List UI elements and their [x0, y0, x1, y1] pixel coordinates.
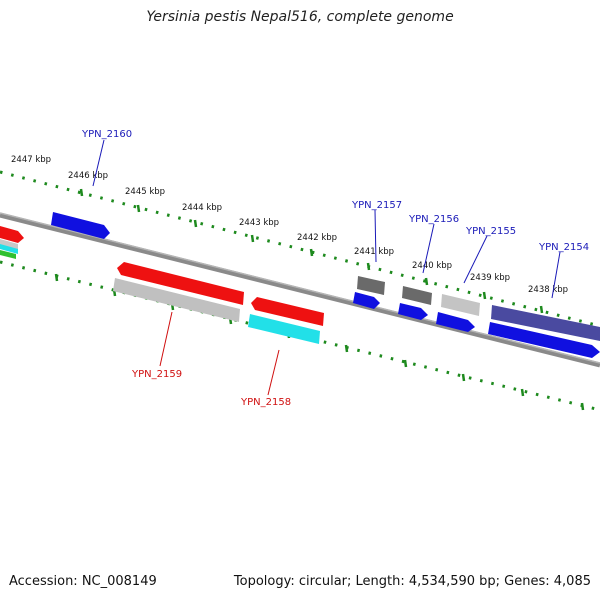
- gene-YPN_2157-cds[interactable]: [353, 292, 380, 309]
- major-tick: [193, 219, 198, 228]
- gene-label-YPN_2157[interactable]: YPN_2157: [351, 200, 402, 211]
- kbp-label: 2446 kbp: [68, 171, 108, 181]
- major-tick: [79, 188, 84, 197]
- gene-YPN_2155[interactable]: [441, 294, 480, 316]
- gene-YPN_2155-cds[interactable]: [436, 312, 475, 332]
- gene-YPN_2160[interactable]: [51, 212, 110, 239]
- gene-label-YPN_2158[interactable]: YPN_2158: [240, 397, 291, 408]
- leader-lines: [92, 139, 561, 396]
- gene-YPN_2157[interactable]: [357, 276, 385, 295]
- forward-genes: [51, 212, 600, 358]
- gene-segment: [0, 250, 16, 259]
- leader-line: [463, 235, 488, 284]
- gene-label-YPN_2156[interactable]: YPN_2156: [408, 214, 459, 225]
- gene-segment: [0, 239, 18, 250]
- reverse-genes: [113, 262, 324, 344]
- kbp-label: 2440 kbp: [412, 261, 452, 271]
- kbp-label: 2441 kbp: [354, 247, 394, 257]
- gene-YPN_2158-red[interactable]: [251, 297, 324, 326]
- leader-line: [267, 349, 280, 396]
- gene-label-YPN_2155[interactable]: YPN_2155: [465, 226, 516, 237]
- major-tick: [482, 291, 487, 300]
- gene-labels: YPN_2160 YPN_2159 YPN_2158 YPN_2157 YPN_…: [81, 129, 589, 408]
- kbp-label: 2442 kbp: [297, 233, 337, 243]
- major-tick: [403, 359, 408, 368]
- leader-line: [422, 223, 435, 274]
- genome-summary: Topology: circular; Length: 4,534,590 bp…: [233, 574, 591, 589]
- major-tick: [309, 248, 314, 257]
- gene-YPN_2159-red[interactable]: [117, 262, 244, 305]
- kbp-labels: 2447 kbp 2446 kbp 2445 kbp 2444 kbp 2443…: [11, 155, 568, 295]
- outer-tick-ring: [0, 170, 600, 328]
- major-tick: [520, 388, 525, 397]
- gene-label-YPN_2159[interactable]: YPN_2159: [131, 369, 182, 380]
- left-edge-genes: [0, 226, 24, 259]
- kbp-label: 2445 kbp: [125, 187, 165, 197]
- gene-label-YPN_2154[interactable]: YPN_2154: [538, 242, 589, 253]
- leader-line: [159, 311, 173, 367]
- leader-line: [551, 251, 561, 299]
- outer-major-ticks: [79, 188, 544, 314]
- major-tick: [344, 344, 349, 353]
- gene-YPN_2159[interactable]: [113, 278, 240, 322]
- gene-YPN_2156[interactable]: [402, 286, 432, 305]
- genome-backbone: [0, 212, 600, 368]
- gene-YPN_2156-cds[interactable]: [398, 303, 428, 320]
- kbp-label: 2443 kbp: [239, 218, 279, 228]
- gene-YPN_2154-cds[interactable]: [488, 322, 600, 358]
- gene-segment: [0, 244, 18, 254]
- major-tick: [424, 277, 429, 286]
- kbp-label: 2444 kbp: [182, 203, 222, 213]
- kbp-label: 2447 kbp: [11, 155, 51, 165]
- kbp-label: 2439 kbp: [470, 273, 510, 283]
- accession-label: Accession: NC_008149: [9, 574, 157, 589]
- gene-boxes: [357, 276, 600, 341]
- major-tick: [580, 402, 585, 411]
- kbp-label: 2438 kbp: [528, 285, 568, 295]
- major-tick: [250, 234, 255, 243]
- gene-YPN_2154[interactable]: [491, 305, 600, 341]
- reverse-gene: [0, 226, 24, 243]
- major-tick: [539, 305, 544, 314]
- genome-backbone-highlight: [0, 212, 600, 364]
- major-tick: [366, 262, 371, 271]
- leader-line: [92, 139, 105, 187]
- major-tick: [136, 204, 141, 213]
- leader-line: [374, 209, 377, 263]
- gene-YPN_2158[interactable]: [248, 314, 320, 344]
- gene-label-YPN_2160[interactable]: YPN_2160: [81, 129, 132, 140]
- map-title: Yersinia pestis Nepal516, complete genom…: [146, 9, 454, 25]
- major-tick: [461, 373, 466, 382]
- major-tick: [54, 273, 59, 282]
